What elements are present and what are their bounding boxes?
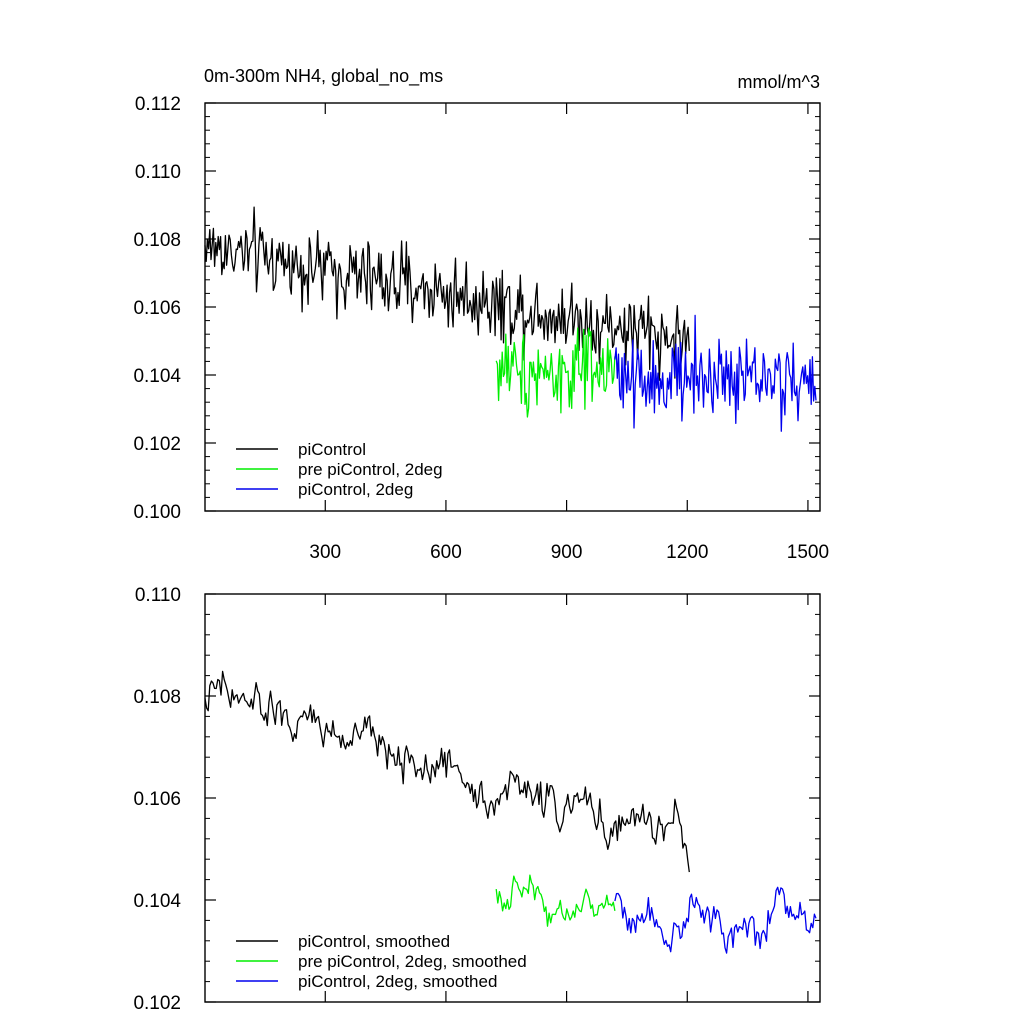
series-line-picontrol-2deg-smoothed	[614, 886, 817, 954]
bottom-x-ticks	[324, 594, 809, 1002]
bottom-y-ticks: 0.102 0.104 0.106 0.108 0.110	[133, 585, 820, 1014]
top-x-ticks: 300 600 900 1200 1500	[309, 103, 829, 563]
x-tick-label: 300	[309, 542, 341, 563]
x-tick-label: 1500	[787, 542, 829, 563]
legend-label-picontrol-smoothed: piControl, smoothed	[298, 932, 450, 951]
x-tick-label: 900	[551, 542, 583, 563]
y-tick-label: 0.106	[133, 789, 181, 810]
bottom-series-lines	[204, 670, 817, 954]
x-tick-label: 600	[430, 542, 462, 563]
y-tick-label: 0.112	[135, 94, 181, 115]
bottom-plot-frame	[204, 593, 821, 1003]
legend-label-picontrol: piControl	[298, 440, 366, 459]
series-line-picontrol	[204, 206, 690, 381]
legend-label-picontrol-2deg: piControl, 2deg	[298, 480, 413, 499]
top-panel: 0m-300m NH4, global_no_ms mmol/m^3 0.100…	[133, 66, 829, 563]
x-tick-label: 1200	[666, 542, 708, 563]
top-plot-frame	[204, 102, 821, 512]
legend-label-pre-picontrol-2deg: pre piControl, 2deg	[298, 460, 443, 479]
series-line-picontrol-2deg	[614, 314, 817, 432]
bottom-panel: 0.102 0.104 0.106 0.108 0.110 piControl, smo…	[133, 585, 821, 1014]
top-chart-title: 0m-300m NH4, global_no_ms	[204, 66, 443, 87]
y-tick-label: 0.100	[133, 502, 181, 523]
top-series-lines	[204, 206, 817, 432]
y-tick-label: 0.106	[133, 298, 181, 319]
y-tick-label: 0.104	[133, 891, 181, 912]
y-tick-label: 0.104	[133, 366, 181, 387]
y-tick-label: 0.102	[133, 434, 181, 455]
legend-label-pre-picontrol-2deg-smoothed: pre piControl, 2deg, smoothed	[298, 952, 527, 971]
top-y-ticks: 0.100 0.102 0.104 0.106 0.108 0.110 0.112	[133, 94, 820, 523]
y-tick-label: 0.110	[135, 162, 181, 183]
legend-label-picontrol-2deg-smoothed: piControl, 2deg, smoothed	[298, 972, 497, 991]
bottom-legend: piControl, smoothed pre piControl, 2deg,…	[236, 932, 527, 991]
y-tick-label: 0.102	[133, 993, 181, 1014]
series-line-pre-picontrol-2deg-smoothed	[495, 874, 616, 927]
top-legend: piControl pre piControl, 2deg piControl,…	[236, 440, 443, 499]
y-tick-label: 0.110	[135, 585, 181, 606]
y-tick-label: 0.108	[133, 687, 181, 708]
series-line-pre-picontrol-2deg	[495, 327, 616, 418]
top-units-label: mmol/m^3	[738, 72, 820, 92]
y-tick-label: 0.108	[133, 230, 181, 251]
series-line-picontrol-smoothed	[204, 670, 690, 873]
